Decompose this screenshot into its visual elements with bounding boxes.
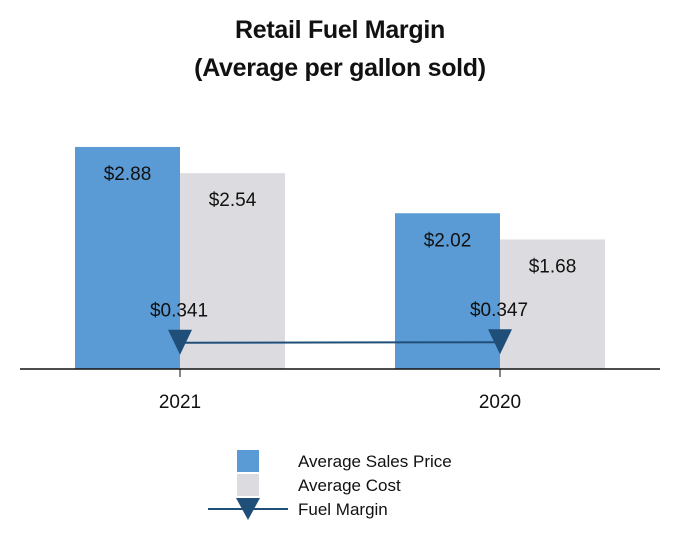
legend-marker-fuel-margin — [236, 498, 260, 520]
data-label-average-cost-2020: $1.68 — [529, 256, 577, 277]
legend-label-average-sales-price: Average Sales Price — [298, 452, 452, 471]
marker-fuel-margin-2020 — [488, 329, 512, 355]
data-label-average-cost-2021: $2.54 — [209, 190, 257, 211]
marker-fuel-margin-2021 — [168, 329, 192, 355]
legend-label-fuel-margin: Fuel Margin — [298, 500, 388, 519]
bar-average-sales-price-2021 — [75, 146, 180, 369]
data-label-fuel-margin-2020: $0.347 — [470, 300, 528, 321]
x-tick-label-2021: 2021 — [159, 392, 201, 413]
chart-subtitle: (Average per gallon sold) — [194, 54, 486, 82]
legend-label-average-cost: Average Cost — [298, 476, 401, 495]
bar-average-cost-2021 — [180, 173, 285, 369]
legend-swatch-average-cost — [237, 474, 259, 496]
data-label-average-sales-price-2020: $2.02 — [424, 230, 472, 251]
data-label-average-sales-price-2021: $2.88 — [104, 164, 152, 185]
chart-title: Retail Fuel Margin — [235, 16, 445, 44]
bar-average-cost-2020 — [500, 239, 605, 369]
legend-swatch-average-sales-price — [237, 450, 259, 472]
data-label-fuel-margin-2021: $0.341 — [150, 301, 208, 322]
x-tick-label-2020: 2020 — [479, 392, 521, 413]
